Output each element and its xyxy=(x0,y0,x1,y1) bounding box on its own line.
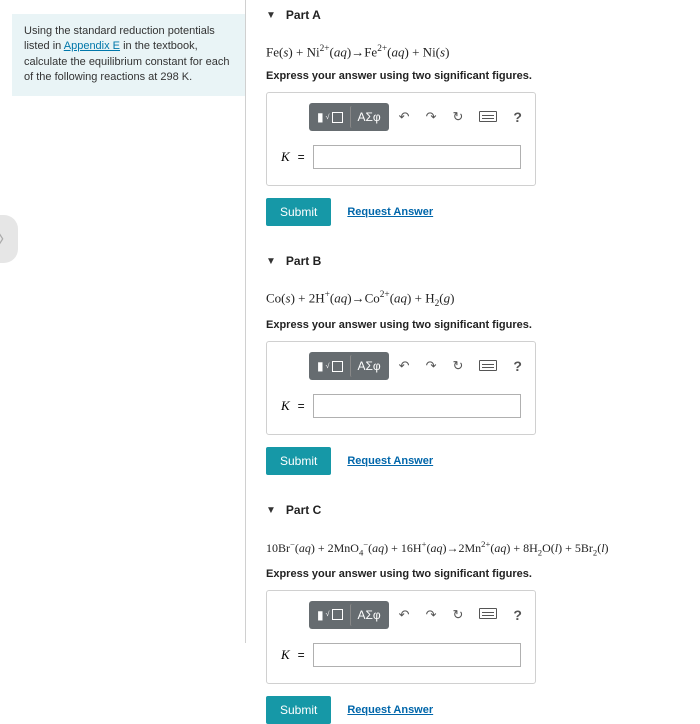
part-b-submit-button[interactable]: Submit xyxy=(266,447,331,475)
part-a-equation: Fe(s) + Ni2+(aq)→Fe2+(aq) + Ni(s) xyxy=(266,32,686,66)
help-icon[interactable]: ? xyxy=(509,106,526,128)
redo-icon[interactable]: ↷ xyxy=(422,355,441,377)
nav-handle-next[interactable]: 〉 xyxy=(0,215,18,263)
undo-icon[interactable]: ↶ xyxy=(395,106,414,128)
format-toolbar: ▮√ ΑΣφ xyxy=(309,601,389,629)
problem-prompt: Using the standard reduction potentials … xyxy=(12,14,246,96)
part-b-answer-box: ▮√ ΑΣφ ↶ ↷ ↻ ? K = xyxy=(266,341,536,435)
part-a-submit-button[interactable]: Submit xyxy=(266,198,331,226)
part-b-request-answer-link[interactable]: Request Answer xyxy=(347,455,433,467)
format-toolbar: ▮√ ΑΣφ xyxy=(309,103,389,131)
part-b: ▼ Part B Co(s) + 2H+(aq)→Co2+(aq) + H2(g… xyxy=(266,250,686,475)
k-label: K xyxy=(281,149,290,165)
part-b-hint: Express your answer using two significan… xyxy=(266,315,686,341)
part-b-equation: Co(s) + 2H+(aq)→Co2+(aq) + H2(g) xyxy=(266,278,686,315)
part-a-title: Part A xyxy=(286,8,321,22)
part-c-submit-button[interactable]: Submit xyxy=(266,696,331,724)
greek-button[interactable]: ΑΣφ xyxy=(350,604,386,626)
part-a-request-answer-link[interactable]: Request Answer xyxy=(347,206,433,218)
part-a-hint: Express your answer using two significan… xyxy=(266,66,686,92)
equals-label: = xyxy=(298,399,305,413)
part-c-header[interactable]: ▼ Part C xyxy=(266,499,686,527)
part-c-answer-box: ▮√ ΑΣφ ↶ ↷ ↻ ? K = xyxy=(266,590,536,684)
part-c-hint: Express your answer using two significan… xyxy=(266,564,686,590)
part-c-equation: 10Br−(aq) + 2MnO4−(aq) + 16H+(aq)→2Mn2+(… xyxy=(266,527,686,563)
part-b-header[interactable]: ▼ Part B xyxy=(266,250,686,278)
part-b-input[interactable] xyxy=(313,394,521,418)
collapse-icon: ▼ xyxy=(266,505,276,516)
part-b-title: Part B xyxy=(286,254,321,268)
part-c-request-answer-link[interactable]: Request Answer xyxy=(347,704,433,716)
equals-label: = xyxy=(298,150,305,164)
equals-label: = xyxy=(298,648,305,662)
collapse-icon: ▼ xyxy=(266,10,276,21)
part-a-header[interactable]: ▼ Part A xyxy=(266,4,686,32)
greek-button[interactable]: ΑΣφ xyxy=(350,106,386,128)
undo-icon[interactable]: ↶ xyxy=(395,355,414,377)
vertical-divider xyxy=(245,0,246,643)
help-icon[interactable]: ? xyxy=(509,355,526,377)
format-toolbar: ▮√ ΑΣφ xyxy=(309,352,389,380)
part-a-answer-box: ▮√ ΑΣφ ↶ ↷ ↻ ? K = xyxy=(266,92,536,186)
keyboard-icon[interactable] xyxy=(475,107,501,128)
part-a: ▼ Part A Fe(s) + Ni2+(aq)→Fe2+(aq) + Ni(… xyxy=(266,4,686,226)
part-a-input[interactable] xyxy=(313,145,521,169)
appendix-link[interactable]: Appendix E xyxy=(64,40,120,52)
part-c-input[interactable] xyxy=(313,643,521,667)
redo-icon[interactable]: ↷ xyxy=(422,604,441,626)
part-c-title: Part C xyxy=(286,503,321,517)
greek-button[interactable]: ΑΣφ xyxy=(350,355,386,377)
templates-button[interactable]: ▮√ xyxy=(311,604,349,626)
k-label: K xyxy=(281,398,290,414)
reset-icon[interactable]: ↻ xyxy=(448,106,467,128)
help-icon[interactable]: ? xyxy=(509,604,526,626)
k-label: K xyxy=(281,647,290,663)
reset-icon[interactable]: ↻ xyxy=(448,355,467,377)
undo-icon[interactable]: ↶ xyxy=(395,604,414,626)
keyboard-icon[interactable] xyxy=(475,604,501,625)
templates-button[interactable]: ▮√ xyxy=(311,106,349,128)
keyboard-icon[interactable] xyxy=(475,356,501,377)
templates-button[interactable]: ▮√ xyxy=(311,355,349,377)
redo-icon[interactable]: ↷ xyxy=(422,106,441,128)
collapse-icon: ▼ xyxy=(266,256,276,267)
part-c: ▼ Part C 10Br−(aq) + 2MnO4−(aq) + 16H+(a… xyxy=(266,499,686,723)
reset-icon[interactable]: ↻ xyxy=(448,604,467,626)
